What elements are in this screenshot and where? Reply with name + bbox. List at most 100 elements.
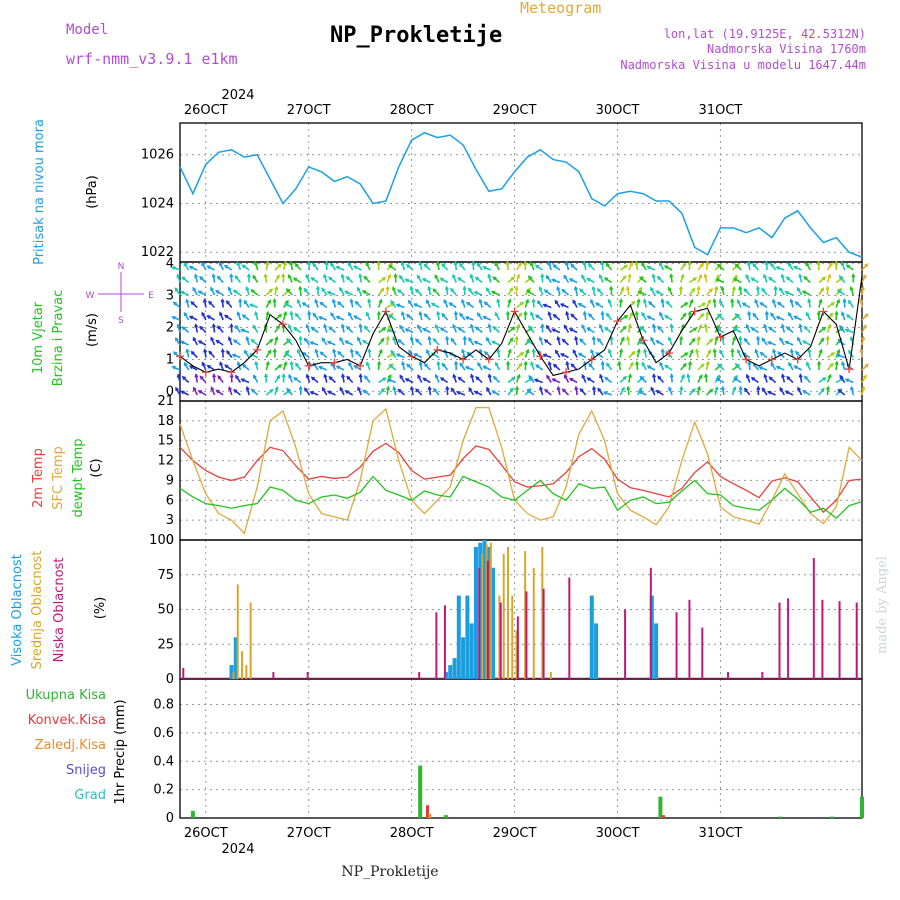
wind-arrow-head [543,289,548,294]
wind-arrow-head [556,385,561,391]
wind-arrow-head [335,315,340,320]
wind-gust-marker [716,333,725,342]
day-label-top: 26OCT [184,103,228,118]
wind-arrow-head [738,385,743,391]
y-tick-label: 0 [166,384,174,399]
wind-arrow-head [738,285,743,291]
wind-arrow-head [700,363,705,368]
wind-arrow-head [617,360,622,366]
wind-arrow-head [838,275,843,280]
wind-arrow-head [526,389,531,394]
wind-arrow-head [639,326,644,331]
wind-arrow-head [637,340,643,345]
wind-rose-icon: N E W S [86,262,155,326]
wind-arrow-head [607,298,612,304]
wind-arrow-head [789,348,794,353]
wind-arrow-head [423,313,428,318]
wind-arrow-head [477,361,481,367]
wind-arrow-head [171,315,176,320]
wind-arrow-head [665,300,670,305]
wind-arrow-head [232,339,238,344]
wind-arrow-head [861,385,866,391]
wind-arrow-head [462,335,467,340]
wind-arrow-head [732,327,738,332]
wind-gust-marker [845,365,854,374]
wind-gust-marker [819,307,828,316]
wind-arrow-head [363,275,368,280]
wind-arrow-head [540,323,545,328]
wind-arrow-head [655,340,660,344]
wind-arrow-head [554,299,559,304]
cloud-bar [241,651,244,679]
wind-arrow-head [570,363,575,368]
wind-arrow-head [568,278,573,282]
wind-arrow-head [199,325,204,330]
wind-arrow-head [530,361,535,366]
y-tick-label: 0.2 [153,783,174,798]
wind-arrow-head [776,301,782,306]
wind-arrow-head [432,337,437,343]
wind-arrow-head [545,274,550,280]
cloud-high-name: Visoka Oblacnost [10,554,25,666]
wind-arrow-head [750,376,755,381]
wind-arrow-head [282,260,287,266]
wind-arrow-head [687,260,692,266]
wind-arrow-head [720,385,726,391]
wind-arrow-head [175,386,179,392]
wind-arrow-head [505,360,511,365]
wind-gust-marker [278,320,287,329]
day-label-bottom: 30OCT [596,826,640,841]
wind-gust-marker [433,345,442,354]
wind-arrow-head [416,274,421,279]
wind-arrow-head [328,326,333,331]
wind-arrow-head [197,390,203,394]
wind-arrow-head [362,389,367,394]
wind-arrow-head [764,310,769,316]
wind-arrow-head [286,387,291,392]
wind-arrow-head [604,376,609,381]
wind-arrow-head [528,374,533,380]
wind-arrow-head [382,377,387,382]
y-tick-label: 25 [157,637,174,652]
wind-arrow-head [318,365,323,370]
wind-arrow-head [743,337,748,342]
wind-arrow-head [719,299,723,304]
wind-arrow-head [797,386,801,391]
wind-arrow-head [695,348,700,353]
wind-arrow-head [304,387,308,392]
wind-arrow-head [305,373,310,378]
wind-arrow-head [404,278,409,283]
wind-arrow-head [454,360,459,366]
wind-arrow-head [827,373,832,379]
wind-arrow-head [556,285,561,291]
wind-arrow-head [552,264,557,269]
wind-arrow-head [829,262,833,267]
footer-label: NP_Prokletije [341,864,438,880]
wind-arrow-head [324,260,329,265]
cloud-bar [489,542,492,679]
wind-arrow-head [444,285,449,291]
wind-rose-e: E [148,291,154,301]
wind-arrow-head [816,360,822,366]
wind-arrow-head [784,340,789,345]
wind-arrow-head [703,273,708,278]
model-label: Model [66,22,108,38]
wind-arrow-head [545,324,550,329]
y-tick-label: 0.8 [153,698,174,713]
wind-arrow-head [716,313,722,318]
wind-arrow-head [763,373,768,378]
wind-arrow-head [395,353,401,358]
day-label-bottom: 31OCT [699,826,743,841]
wind-arrow-head [606,362,610,367]
wind-arrow-head [859,348,864,353]
t2m-name: 2m Temp [31,448,46,508]
wind-arrow-head [805,261,810,267]
wind-arrow-head [181,276,186,281]
day-label-bottom: 27OCT [287,826,331,841]
wind-arrow-head [563,274,568,279]
wind-arrow-head [208,350,213,355]
wind-arrow-head [741,302,746,307]
wind-arrow-head [476,262,481,267]
wind-arrow-head [427,335,432,341]
wind-arrow-head [287,273,292,279]
